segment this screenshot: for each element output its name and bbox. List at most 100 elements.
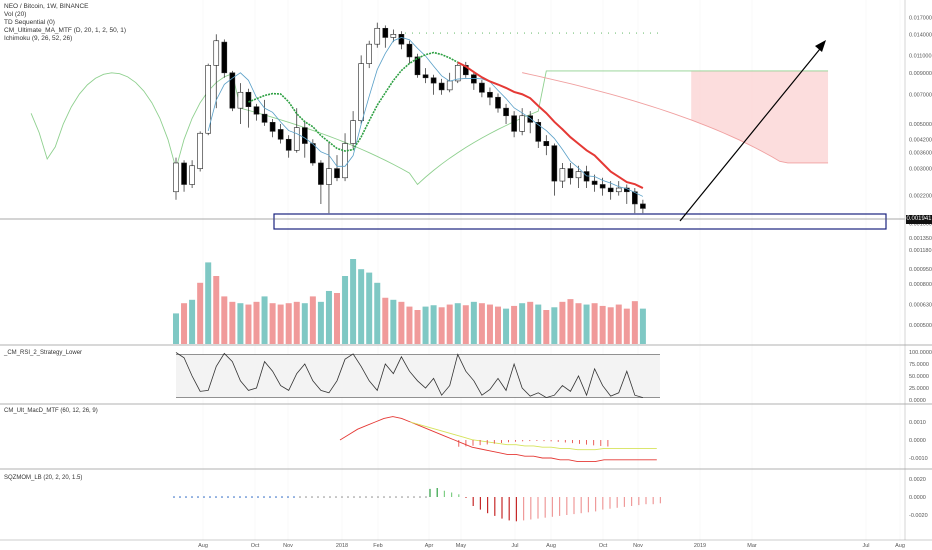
ma-green-line (248, 51, 459, 152)
x-tick-label: Aug (198, 543, 208, 549)
macd-pane: 0.0010 0.0000 -0.0010 (339, 416, 928, 463)
legend: NEO / Bitcoin, 1W, BINANCE Vol (20) TD S… (4, 3, 126, 43)
squeeze-dot (293, 496, 295, 498)
volume-bar (567, 299, 574, 344)
volume-bar (382, 297, 389, 344)
candle-body (253, 106, 260, 115)
squeeze-dot (383, 496, 385, 498)
candle-body (310, 143, 316, 164)
rsi-pane: 100.0000 75.0000 50.0000 25.0000 0.0000 (175, 350, 932, 404)
volume-bar (366, 272, 373, 344)
sqz-tick-label: 0.0000 (909, 495, 926, 501)
candle-body (269, 122, 276, 132)
volume-bar (173, 313, 179, 344)
volume-bar (277, 304, 284, 344)
candle-body (503, 107, 509, 117)
volume-bar (374, 282, 381, 344)
y-tick-label: 0.017000 (909, 15, 932, 21)
squeeze-dot (209, 496, 211, 498)
y-tick-label: 0.004200 (909, 137, 932, 143)
span-a-line (30, 70, 829, 186)
squeeze-dot (353, 496, 355, 498)
candle-body (615, 187, 622, 193)
squeeze-dot (305, 496, 307, 498)
candle-body (237, 91, 244, 109)
candle-body (318, 162, 324, 185)
squeeze-dot (185, 496, 187, 498)
x-tick-label: Oct (599, 543, 608, 549)
volume-bar (462, 305, 469, 344)
volume-bar (511, 305, 518, 344)
squeeze-dot (317, 496, 319, 498)
candle-body (454, 65, 461, 82)
squeeze-dot (251, 496, 253, 498)
candle-body (527, 115, 534, 123)
candle-body (173, 162, 179, 193)
candle-body (607, 187, 614, 193)
ichimoku-cloud (30, 70, 829, 186)
candle-body (326, 168, 332, 185)
candle-body (599, 184, 606, 189)
volume-bar (543, 310, 550, 344)
y-tick-label: 0.009000 (909, 71, 932, 77)
volume-bar (325, 290, 332, 344)
y-tick-label: 0.001180 (909, 248, 932, 254)
candle-body (382, 27, 389, 38)
candle-body (567, 168, 574, 179)
squeeze-dot (269, 496, 271, 498)
future-cloud (691, 70, 829, 163)
volume-bar (237, 303, 244, 344)
volume-bar (398, 301, 405, 344)
ma-red-line (457, 61, 644, 189)
candle-body (575, 171, 582, 179)
y-tick-label: 0.014000 (909, 32, 932, 38)
y-tick-label: 0.005000 (909, 122, 932, 128)
candle-body (390, 33, 397, 38)
y-tick-label: 0.000500 (909, 323, 932, 329)
annotations (0, 32, 905, 230)
support-box (273, 213, 887, 230)
candle-body (398, 33, 405, 45)
candle-body (535, 122, 542, 142)
candle-body (245, 91, 252, 108)
squeeze-dot (275, 496, 277, 498)
candle-body (519, 115, 525, 132)
volume-bar (486, 304, 493, 344)
squeeze-dot (233, 496, 235, 498)
squeeze-dot (413, 496, 415, 498)
squeeze-dot (245, 496, 247, 498)
volume-bar (527, 301, 534, 344)
candle-body (213, 40, 220, 66)
squeeze-dot (179, 496, 181, 498)
y-tick-label: 0.003000 (909, 167, 932, 173)
squeeze-dot (263, 496, 265, 498)
y-tick-label: 0.000800 (909, 282, 932, 288)
candle-body (479, 82, 485, 93)
volume-bar (470, 301, 477, 344)
squeeze-dot (419, 496, 421, 498)
x-tick-label: 2018 (336, 543, 348, 549)
span-b-line (522, 72, 829, 164)
candle-body (374, 27, 381, 45)
volume-bar (253, 301, 260, 344)
macd-tick-label: 0.0010 (909, 420, 926, 426)
rsi-line (175, 352, 644, 399)
squeeze-dot (239, 496, 241, 498)
candle-body (422, 74, 429, 79)
volume-bar (519, 303, 526, 344)
macd-line (339, 416, 657, 463)
candle-body (414, 56, 421, 76)
candle-body (334, 168, 340, 179)
candle-body (229, 72, 236, 109)
candle-body (406, 43, 413, 58)
volume-bar (478, 303, 485, 344)
rsi-tick-label: 25.0000 (909, 386, 929, 392)
volume-bar (430, 305, 437, 344)
macd-pane-title: CM_Ult_MacD_MTF (60, 12, 26, 9) (4, 408, 98, 414)
legend-line-td: TD Sequential (0) (4, 19, 55, 26)
volume-bar (607, 307, 614, 344)
volume-bar (422, 306, 429, 344)
squeeze-dot (281, 496, 283, 498)
volume-bar (414, 310, 421, 344)
